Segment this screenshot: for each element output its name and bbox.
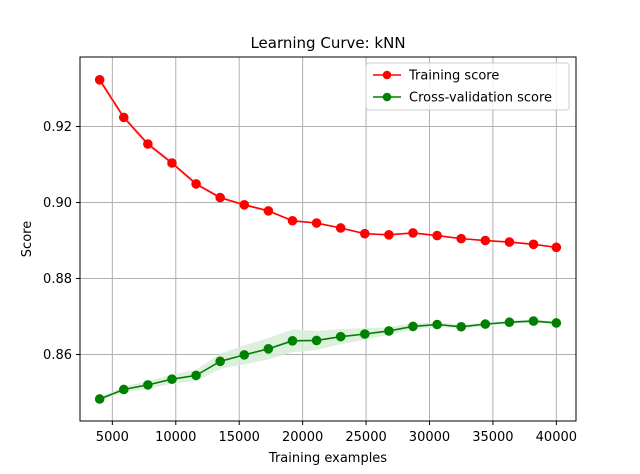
chart-title: Learning Curve: kNN [250,34,405,52]
training-point [480,235,491,246]
cross-validation-point [384,326,394,336]
training-point [432,230,442,241]
cross-validation-point [432,319,442,330]
cross-validation-point [480,319,491,329]
training-point [94,74,105,85]
cross-validation-point [167,374,177,385]
legend-box [365,62,570,111]
x-tick-label: 35000 [472,430,513,445]
x-tick-label: 15000 [219,430,260,445]
cross-validation-point [263,344,274,354]
cross-validation-point [118,384,129,395]
cross-validation-point [335,331,346,342]
x-tick-label: 40000 [536,430,577,445]
y-tick-label: 0.90 [43,196,72,211]
cross-validation-point [408,321,418,332]
cross-validation-point [504,317,515,328]
training-point [504,237,515,247]
training-point [143,139,153,149]
legend-label-training: Training score [408,69,499,84]
legend-marker-training [382,70,392,80]
training-point [239,200,250,210]
legend-entry-cross-validation: Cross-validation score [373,91,552,106]
x-tick-label: 10000 [155,430,196,445]
training-point [263,206,274,216]
cross-validation-point [287,336,298,346]
cross-validation-point [239,350,250,360]
legend-entry-training: Training score [373,69,499,84]
y-tick-label: 0.88 [43,272,72,287]
training-point [287,215,298,226]
x-tick-label: 5000 [96,430,129,445]
training-point [191,179,201,189]
cross-validation-point [143,380,153,390]
training-point [167,158,177,168]
training-point [408,228,418,238]
training-point [311,218,322,228]
y-tick-label: 0.92 [43,120,72,135]
training-point [384,230,394,240]
training-point [118,112,129,123]
axis-ticks: 5000 10000 15000 20000 25000 30000 35000 40000 0… [43,120,577,445]
training-point [551,242,562,253]
cross-validation-point [215,356,225,367]
cross-validation-point [456,321,466,332]
x-tick-label: 30000 [409,430,450,445]
legend-marker-cross-validation [382,92,392,102]
y-tick-label: 0.86 [43,348,72,363]
training-point [456,233,466,244]
plot-frame [79,56,577,422]
cross-validation-std-band [99,319,557,401]
x-axis-title: Training examples [268,451,387,466]
legend-label-cross-validation: Cross-validation score [409,91,552,106]
legend: Training score Cross-validation score [365,62,570,111]
cross-validation-point [191,370,201,381]
training-point [528,239,539,250]
std-bands [99,76,557,401]
cross-validation-point [311,335,322,346]
training-point [335,223,346,233]
x-tick-label: 25000 [345,430,386,445]
training-point [215,192,225,203]
cross-validation-point [359,329,370,339]
grid [80,57,576,421]
cross-validation-point [94,394,105,404]
y-axis-title: Score [20,221,35,257]
x-tick-label: 20000 [282,430,323,445]
series-points [94,74,562,404]
cross-validation-point [528,316,539,326]
training-point [359,228,370,239]
cross-validation-point [551,318,562,328]
